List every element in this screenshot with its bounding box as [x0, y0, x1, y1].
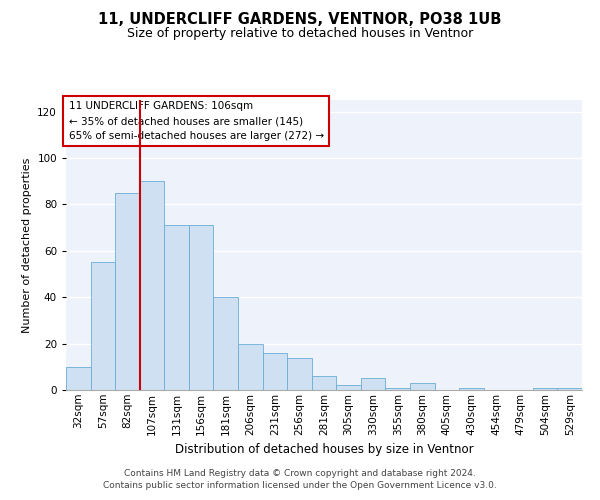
Bar	[263, 353, 287, 390]
Bar	[189, 226, 214, 390]
Bar	[214, 297, 238, 390]
X-axis label: Distribution of detached houses by size in Ventnor: Distribution of detached houses by size …	[175, 443, 473, 456]
Bar	[336, 386, 361, 390]
Bar	[91, 262, 115, 390]
Bar	[533, 388, 557, 390]
Bar	[140, 181, 164, 390]
Bar	[385, 388, 410, 390]
Bar	[410, 383, 434, 390]
Text: Contains HM Land Registry data © Crown copyright and database right 2024.
Contai: Contains HM Land Registry data © Crown c…	[103, 468, 497, 490]
Bar	[115, 193, 140, 390]
Text: Size of property relative to detached houses in Ventnor: Size of property relative to detached ho…	[127, 28, 473, 40]
Bar	[557, 388, 582, 390]
Bar	[287, 358, 312, 390]
Bar	[164, 226, 189, 390]
Bar	[361, 378, 385, 390]
Text: 11, UNDERCLIFF GARDENS, VENTNOR, PO38 1UB: 11, UNDERCLIFF GARDENS, VENTNOR, PO38 1U…	[98, 12, 502, 28]
Bar	[238, 344, 263, 390]
Text: 11 UNDERCLIFF GARDENS: 106sqm
← 35% of detached houses are smaller (145)
65% of : 11 UNDERCLIFF GARDENS: 106sqm ← 35% of d…	[68, 102, 324, 141]
Y-axis label: Number of detached properties: Number of detached properties	[22, 158, 32, 332]
Bar	[312, 376, 336, 390]
Bar	[459, 388, 484, 390]
Bar	[66, 367, 91, 390]
